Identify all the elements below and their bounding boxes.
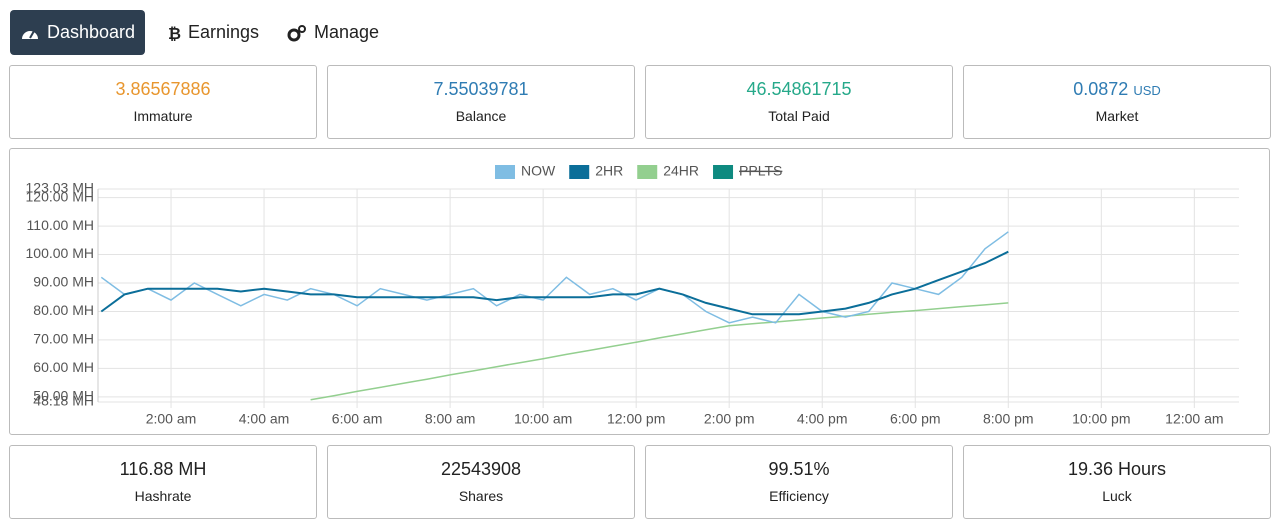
stat-value: 7.55039781 — [328, 79, 634, 100]
tab[interactable]: Manage — [277, 10, 389, 55]
y-tick-label: 90.00 MH — [33, 274, 94, 290]
stat-label: Hashrate — [134, 488, 192, 504]
stat-value: 99.51% — [646, 459, 952, 480]
stat-card: 99.51% Efficiency — [645, 445, 953, 519]
stat-number: 7.55039781 — [433, 79, 529, 99]
y-tick-label: 48.18 MH — [33, 393, 94, 409]
series-line — [100, 231, 1009, 324]
tab-label: Dashboard — [47, 22, 136, 42]
y-tick-label: 80.00 MH — [33, 302, 94, 318]
legend-label: NOW — [521, 163, 556, 179]
x-tick-label: 10:00 pm — [1072, 411, 1130, 427]
series-line — [100, 250, 1009, 316]
legend-swatch — [637, 165, 658, 179]
stat-card: 22543908 Shares — [327, 445, 635, 519]
stat-card: 19.36 Hours Luck — [963, 445, 1271, 519]
stat-number: 3.86567886 — [115, 79, 211, 99]
stat-number: 116.88 MH — [119, 459, 207, 479]
stat-value: 116.88 MH — [10, 459, 316, 480]
stat-label: Immature — [133, 108, 193, 124]
tab[interactable]: Dashboard — [10, 10, 146, 55]
stat-card: 7.55039781 Balance — [327, 65, 635, 139]
stat-value: 3.86567886 — [10, 79, 316, 100]
svg-text:₿: ₿ — [168, 25, 181, 42]
legend-swatch — [569, 165, 590, 179]
x-tick-label: 10:00 am — [514, 411, 572, 427]
stat-label: Market — [1095, 108, 1139, 124]
icon — [287, 24, 306, 41]
stat-label: Total Paid — [768, 108, 830, 124]
stat-label: Shares — [458, 488, 504, 504]
stat-card: 3.86567886 Immature — [9, 65, 317, 139]
legend-label: 2HR — [595, 163, 623, 179]
icon: ₿ — [168, 25, 181, 42]
stat-value: 46.54861715 — [646, 79, 952, 100]
icon — [22, 30, 38, 39]
y-tick-label: 60.00 MH — [33, 359, 94, 375]
x-tick-label: 6:00 am — [332, 411, 383, 427]
tab[interactable]: ₿ Earnings — [157, 10, 269, 55]
stat-card: 0.0872 USD Market — [963, 65, 1271, 139]
stat-number: 19.36 Hours — [1067, 459, 1167, 479]
x-tick-label: 4:00 am — [239, 411, 290, 427]
legend-swatch — [713, 165, 734, 179]
y-tick-label: 120.00 MH — [26, 188, 94, 204]
stat-value: 22543908 — [328, 459, 634, 480]
stat-card: 46.54861715 Total Paid — [645, 65, 953, 139]
x-tick-label: 12:00 pm — [607, 411, 665, 427]
stat-number: 22543908 — [440, 459, 522, 479]
y-tick-label: 100.00 MH — [26, 245, 94, 261]
series-line — [310, 302, 1009, 401]
stat-number: 0.0872 — [1073, 79, 1129, 99]
stat-number: 99.51% — [768, 459, 830, 479]
legend-label: PPLTS — [739, 163, 782, 179]
x-tick-label: 8:00 pm — [983, 411, 1034, 427]
x-tick-label: 8:00 am — [425, 411, 476, 427]
y-tick-label: 110.00 MH — [27, 217, 94, 233]
x-tick-label: 12:00 am — [1165, 411, 1223, 427]
tab-label: Earnings — [188, 22, 260, 42]
x-tick-label: 2:00 am — [146, 411, 197, 427]
legend-label: 24HR — [663, 163, 699, 179]
stat-unit: USD — [1133, 83, 1161, 98]
x-tick-label: 4:00 pm — [797, 411, 848, 427]
x-tick-label: 6:00 pm — [890, 411, 941, 427]
stat-number: 46.54861715 — [746, 79, 852, 99]
stat-label: Balance — [455, 108, 507, 124]
y-tick-label: 123.03 MH — [26, 180, 94, 196]
x-tick-label: 2:00 pm — [704, 411, 755, 427]
stat-label: Efficiency — [769, 488, 829, 504]
tab-label: Manage — [314, 22, 380, 42]
stat-value: 19.36 Hours — [964, 459, 1270, 480]
legend-swatch — [495, 165, 515, 179]
stat-label: Luck — [1102, 488, 1132, 504]
stat-value: 0.0872 USD — [964, 79, 1270, 100]
stat-card: 116.88 MH Hashrate — [9, 445, 317, 519]
y-tick-label: 70.00 MH — [33, 331, 94, 347]
y-tick-label: 50.00 MH — [33, 388, 94, 404]
